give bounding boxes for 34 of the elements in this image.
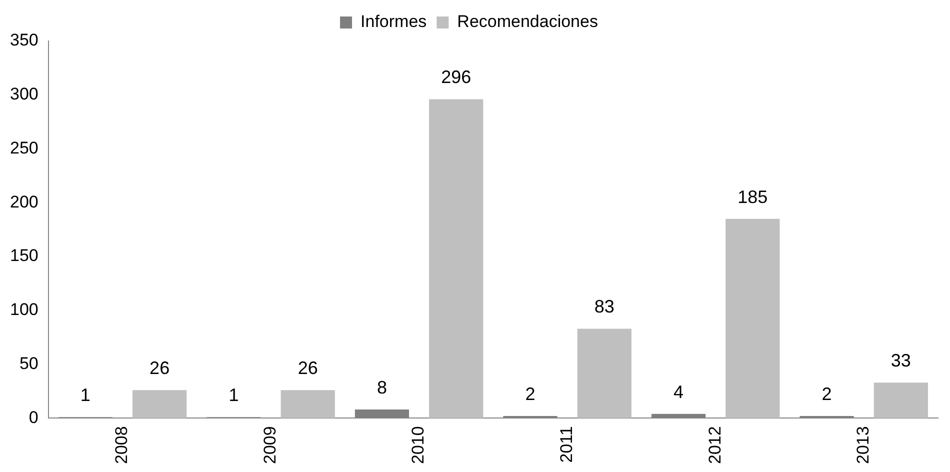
y-tick-label: 250: [10, 138, 38, 158]
bar: [429, 99, 484, 418]
legend-label: Recomendaciones: [457, 12, 598, 32]
y-tick-label: 50: [19, 354, 38, 373]
bar: [577, 328, 632, 418]
data-label: 83: [594, 296, 614, 317]
data-label: 1: [80, 385, 90, 406]
y-tick-label: 350: [10, 30, 38, 50]
x-tick-label: 2008: [112, 426, 132, 464]
bar: [280, 390, 335, 418]
data-label: 296: [441, 67, 472, 88]
y-tick-label: 150: [10, 246, 38, 266]
data-label: 2: [822, 384, 832, 404]
y-tick-label: 0: [28, 408, 38, 427]
bar: [726, 218, 780, 418]
x-tick-label: 2009: [260, 426, 280, 464]
data-label: 26: [298, 358, 318, 378]
y-tick-label: 100: [10, 300, 38, 320]
x-tick-label: 2013: [854, 426, 873, 464]
data-label: 2: [525, 384, 536, 404]
y-tick-label: 200: [10, 192, 38, 212]
data-label: 26: [150, 358, 170, 378]
data-label: 8: [376, 378, 387, 398]
data-label: 185: [738, 186, 768, 207]
x-tick-label: 2010: [408, 426, 428, 464]
y-tick-label: 300: [10, 84, 38, 104]
legend-label: Informes: [360, 12, 427, 32]
x-tick-label: 2012: [705, 426, 724, 464]
bar: [132, 390, 187, 418]
data-label: 4: [674, 382, 684, 402]
bar: [874, 382, 928, 418]
x-tick-label: 2011: [557, 426, 576, 463]
data-label: 1: [228, 385, 239, 406]
data-label: 33: [890, 350, 911, 371]
